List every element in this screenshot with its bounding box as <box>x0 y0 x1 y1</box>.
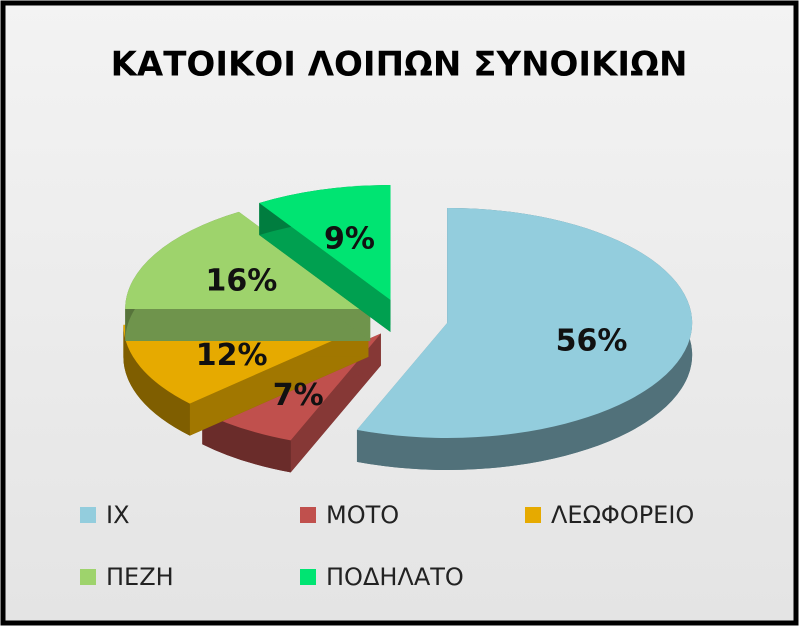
slice-side <box>125 308 371 341</box>
legend-swatch <box>300 507 316 523</box>
slice-edge <box>123 324 190 436</box>
legend-label: ΠΕΖΗ <box>106 563 174 591</box>
data-label: 12% <box>196 338 268 373</box>
slice-side <box>259 202 391 333</box>
chart-title: ΚΑΤΟΙΚΟΙ ΛΟΙΠΩΝ ΣΥΝΟΙΚΙΩΝ <box>111 45 688 85</box>
legend-swatch <box>80 507 96 523</box>
legend-label: ΙΧ <box>106 501 130 529</box>
data-label: 7% <box>273 378 324 413</box>
slice <box>123 324 369 404</box>
legend-swatch <box>525 507 541 523</box>
data-label: 16% <box>205 263 277 298</box>
data-label: 9% <box>324 221 375 256</box>
slice <box>356 207 693 438</box>
slice <box>259 185 391 301</box>
legend-label: ΜΟΤΟ <box>326 501 399 529</box>
legend-swatch <box>80 569 96 585</box>
legend-label: ΠΟΔΗΛΑΤΟ <box>326 563 464 591</box>
slice-edge <box>356 207 693 470</box>
data-label: 56% <box>556 323 628 358</box>
legend-label: ΛΕΩΦΟΡΕΙΟ <box>551 501 694 529</box>
slice-edge <box>202 412 291 473</box>
slice <box>125 211 371 309</box>
legend-swatch <box>300 569 316 585</box>
